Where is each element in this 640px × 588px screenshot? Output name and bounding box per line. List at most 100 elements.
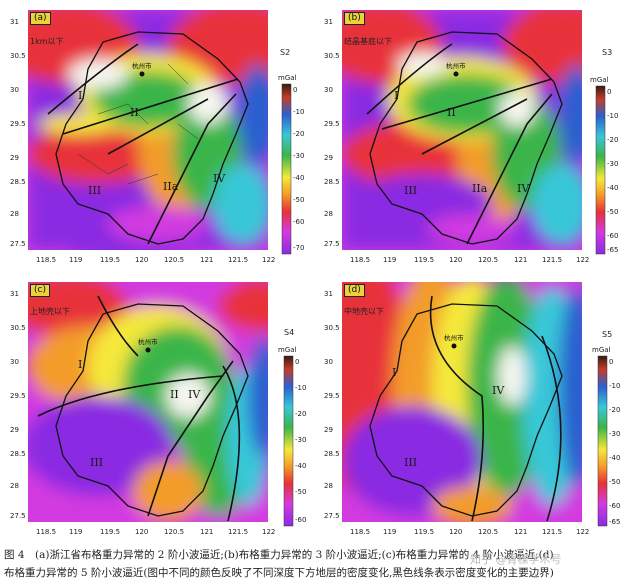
x-tick: 120.5 [164,256,184,264]
y-tick: 28 [10,210,19,218]
y-tick: 29 [324,426,333,434]
y-tick: 30.5 [10,324,26,332]
gravity-map-d: 31 30.5 30 29.5 29 28.5 28 27.5 118.5 11… [324,282,620,536]
y-tick: 29.5 [324,392,340,400]
cbar-tick: -65 [609,518,620,526]
panel-d: 31 30.5 30 29.5 29 28.5 28 27.5 118.5 11… [322,276,622,546]
hangzhou-dot [453,71,459,77]
series-label: S3 [602,48,613,57]
x-tick: 121.5 [228,528,248,536]
x-tick: 121 [514,256,527,264]
region-label: III [404,456,417,469]
panel-c: 31 30.5 30 29.5 29 28.5 28 27.5 118.5 11… [8,276,308,546]
cbar-tick: -20 [295,410,306,418]
x-tick: 120 [449,256,462,264]
city-label: 杭州市 [138,337,158,346]
gravity-map-a: 31 30.5 30 29.5 29 28.5 28 27.5 118.5 11… [10,10,304,264]
x-tick: 121.5 [542,528,562,536]
panel-subtitle: 上地壳以下 [30,307,70,316]
panel-a: 31 30.5 30 29.5 29 28.5 28 27.5 118.5 11… [8,4,308,274]
series-label: S2 [280,48,291,57]
cbar-tick: 0 [609,358,613,366]
x-tick: 119 [383,256,396,264]
cbar-tick: -60 [295,516,306,524]
panel-b: 31 30.5 30 29.5 29 28.5 28 27.5 118.5 11… [322,4,622,274]
y-tick: 29.5 [324,120,340,128]
region-label: I [392,366,396,379]
cbar-tick: -30 [607,160,618,168]
cbar-tick: -50 [295,488,306,496]
province-outline [369,303,563,517]
cbar-tick: -40 [609,454,620,462]
hangzhou-dot [145,347,151,353]
x-tick: 122 [262,256,275,264]
y-tick: 28 [324,210,333,218]
x-tick: 120.5 [164,528,184,536]
y-tick: 30.5 [324,52,340,60]
x-tick: 118.5 [350,528,370,536]
y-tick: 29.5 [10,392,26,400]
y-tick: 28.5 [324,450,340,458]
cbar-tick: 0 [295,358,299,366]
unit-label: mGal [590,76,609,84]
region-label: I [394,89,398,102]
region-label: III [90,456,103,469]
y-tick: 31 [324,290,333,298]
y-tick: 30 [10,358,19,366]
cbar-tick: -60 [607,232,618,240]
panel-subtitle: 结晶基底以下 [344,37,392,46]
cbar-tick: -30 [293,152,304,160]
province-outline [55,31,249,245]
cbar-tick: -30 [609,430,620,438]
x-tick: 120 [135,256,148,264]
cbar-tick: -10 [609,382,620,390]
region-label: IIa [163,180,179,193]
x-tick: 122 [262,528,275,536]
x-tick: 122 [576,256,589,264]
y-tick: 27.5 [324,240,340,248]
region-label: IV [213,172,226,185]
x-tick: 119.5 [100,528,120,536]
x-tick: 119 [69,528,82,536]
y-tick: 27.5 [10,240,26,248]
series-label: S5 [602,330,613,339]
caption-line-2: 布格重力异常的 5 阶小波逼近(图中不同的颜色反映了不同深度下方地层的密度变化,… [4,567,554,579]
x-tick: 120 [135,528,148,536]
panel-tag: (c) [30,284,50,297]
unit-label: mGal [592,346,611,354]
gravity-map-c: 31 30.5 30 29.5 29 28.5 28 27.5 118.5 11… [10,282,306,536]
y-tick: 28.5 [10,450,26,458]
x-tick: 119.5 [100,256,120,264]
colorbar [281,83,292,255]
y-tick: 29 [324,154,333,162]
y-tick: 28 [10,482,19,490]
province-outline [369,31,563,245]
region-label: II [170,388,179,401]
unit-label: mGal [278,74,297,82]
cbar-tick: -50 [607,208,618,216]
x-tick: 118.5 [36,528,56,536]
x-tick: 121 [514,528,527,536]
y-tick: 29.5 [10,120,26,128]
y-tick: 30 [324,358,333,366]
x-tick: 121 [200,256,213,264]
cbar-tick: -20 [293,130,304,138]
figure-caption: 图 4 (a)浙江省布格重力异常的 2 阶小波逼近;(b)布格重力异常的 3 阶… [4,546,636,582]
x-tick: 120 [449,528,462,536]
region-label: IV [517,182,530,195]
y-tick: 28.5 [324,178,340,186]
cbar-tick: -65 [607,246,618,254]
y-tick: 31 [10,18,19,26]
panel-tag: (b) [344,12,365,25]
x-tick: 120.5 [478,528,498,536]
unit-label: mGal [278,346,297,354]
x-tick: 118.5 [350,256,370,264]
city-label: 杭州市 [444,333,464,342]
y-tick: 27.5 [10,512,26,520]
region-label: II [130,106,139,119]
y-tick: 28.5 [10,178,26,186]
cbar-tick: -50 [293,196,304,204]
y-tick: 30 [10,86,19,94]
cbar-tick: -60 [293,218,304,226]
series-label: S4 [284,328,295,337]
